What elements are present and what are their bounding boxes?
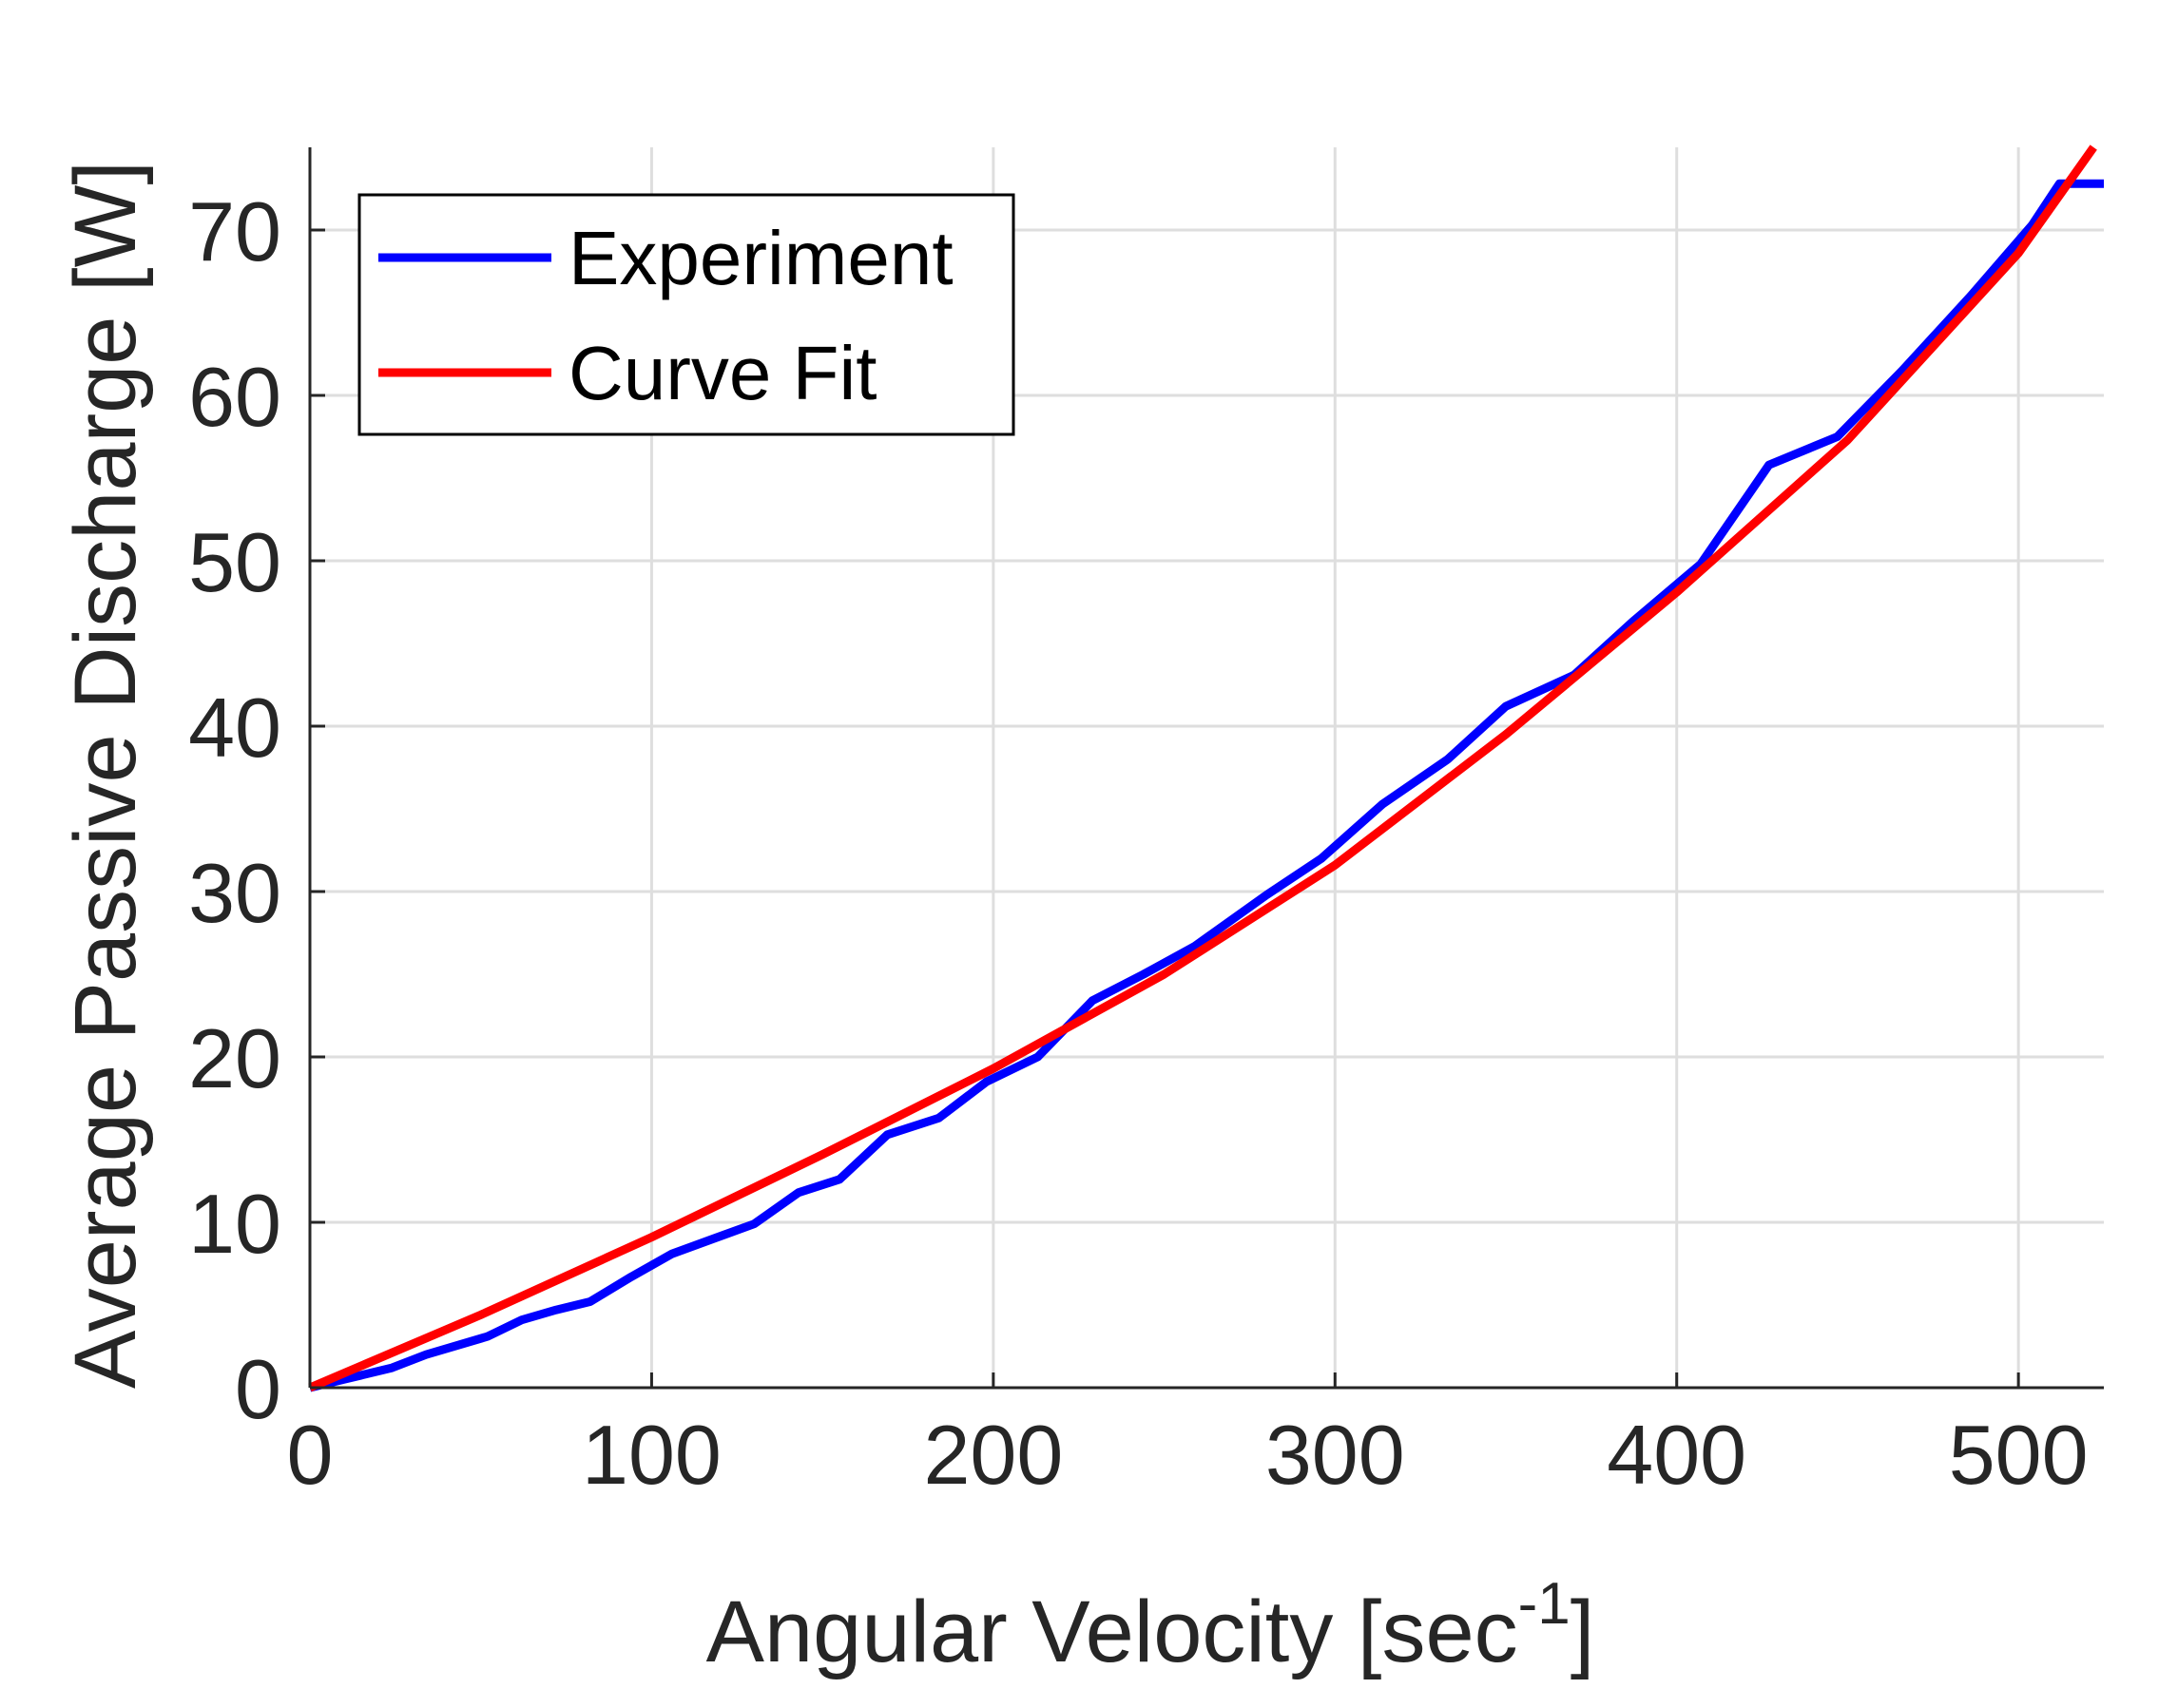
y-tick-label-6: 60 <box>188 350 281 444</box>
legend-box <box>357 193 1015 436</box>
y-tick-label-3: 30 <box>188 846 281 940</box>
x-tick-label-5: 500 <box>1949 1408 2089 1502</box>
y-tick-label-5: 50 <box>188 515 281 609</box>
legend-label-experiment: Experiment <box>569 216 954 300</box>
y-tick-label-7: 70 <box>188 184 281 278</box>
x-tick-label-2: 200 <box>923 1408 1063 1502</box>
y-tick-label-0: 0 <box>235 1342 281 1436</box>
legend-label-curve-fit: Curve Fit <box>569 331 877 415</box>
x-tick-label-4: 400 <box>1607 1408 1746 1502</box>
series-layer <box>308 144 2104 1392</box>
y-tick-label-4: 40 <box>188 681 281 775</box>
x-axis-title: Angular Velocity [sec-1] <box>706 1571 1595 1680</box>
tick-labels: 0 100 200 300 400 500 0 10 20 30 40 50 60 70 <box>188 184 2088 1502</box>
y-tick-label-1: 10 <box>188 1177 281 1271</box>
series-line-curve-fit <box>308 144 2097 1392</box>
x-tick-label-3: 300 <box>1265 1408 1405 1502</box>
x-tick-label-1: 100 <box>582 1408 722 1502</box>
grid-layer <box>308 147 2104 1390</box>
y-tick-label-2: 20 <box>188 1011 281 1105</box>
legend: Experiment Curve Fit <box>357 193 1015 436</box>
y-axis-title: Average Passive Discharge [W] <box>57 161 154 1389</box>
x-tick-label-0: 0 <box>287 1408 334 1502</box>
axes-layer <box>308 147 2104 1390</box>
